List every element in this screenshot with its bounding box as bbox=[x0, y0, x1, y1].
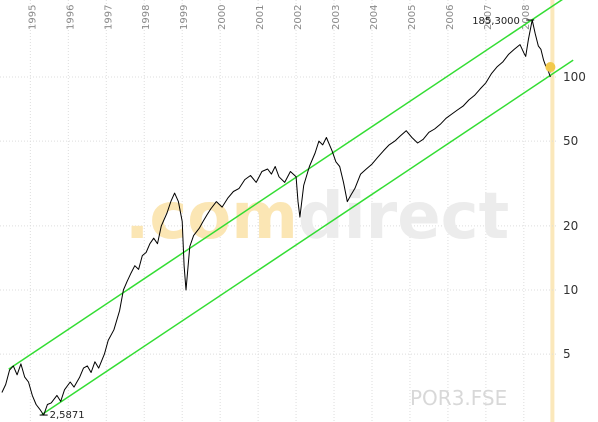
year-label-2002: 2002 bbox=[293, 5, 304, 30]
year-label-1999: 1999 bbox=[179, 5, 190, 30]
y-tick-labels: 5 10 20 50 100 bbox=[563, 70, 586, 361]
watermark-group: .comdirect bbox=[125, 180, 509, 254]
year-label-2005: 2005 bbox=[407, 5, 418, 30]
trend-channels bbox=[8, 0, 574, 416]
low-annotation: 2,5871 bbox=[50, 410, 85, 421]
annotations: 2,5871 185,3000 $ bbox=[39, 16, 556, 421]
year-labels: 1994199519961997199819992000200120022003… bbox=[0, 5, 532, 30]
y-label-5: 5 bbox=[563, 347, 571, 361]
grid-lines bbox=[0, 0, 558, 422]
year-label-1996: 1996 bbox=[65, 5, 76, 30]
year-label-2004: 2004 bbox=[369, 5, 380, 30]
year-label-2008: 2008 bbox=[521, 5, 532, 30]
upper-channel-line bbox=[8, 0, 563, 370]
year-label-2000: 2000 bbox=[217, 5, 228, 30]
dollar-marker-circle bbox=[545, 62, 556, 73]
comdirect-watermark: .comdirect bbox=[125, 180, 509, 254]
price-series-line bbox=[1, 19, 551, 416]
year-label-2001: 2001 bbox=[255, 5, 266, 30]
y-label-10: 10 bbox=[563, 283, 578, 297]
year-label-2007: 2007 bbox=[483, 5, 494, 30]
lower-channel-line bbox=[41, 59, 574, 416]
y-label-100: 100 bbox=[563, 70, 586, 84]
year-label-1998: 1998 bbox=[141, 5, 152, 30]
y-label-20: 20 bbox=[563, 219, 578, 233]
year-label-2006: 2006 bbox=[445, 5, 456, 30]
current-year-band bbox=[550, 0, 555, 422]
symbol-label: POR3.FSE bbox=[410, 386, 507, 410]
year-label-1995: 1995 bbox=[27, 5, 38, 30]
year-label-2003: 2003 bbox=[331, 5, 342, 30]
y-label-50: 50 bbox=[563, 134, 578, 148]
high-annotation: 185,3000 bbox=[472, 16, 520, 27]
highlight-band-group bbox=[550, 0, 555, 422]
year-label-1997: 1997 bbox=[103, 5, 114, 30]
price-series-group bbox=[1, 19, 551, 416]
